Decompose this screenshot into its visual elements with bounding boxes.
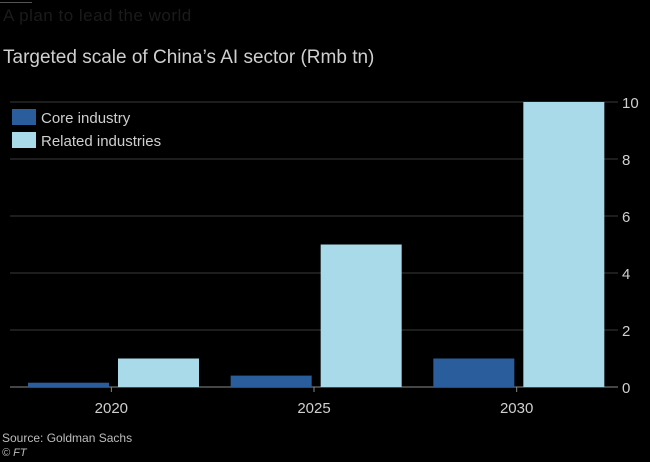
ft-credit: © FT [2,447,27,459]
legend-label-related: Related industries [41,133,161,150]
legend-label-core: Core industry [41,110,131,127]
y-tick-label: 0 [622,380,630,397]
legend-swatch-related [12,132,36,148]
top-rule [0,2,32,3]
legend-swatch-core [12,109,36,125]
bar-core-2030 [433,358,515,387]
y-axis-ticks: 0 2 4 6 8 10 [622,95,639,397]
x-axis-ticks: 2020 2025 2030 [95,387,533,417]
bar-related-2025 [320,244,402,387]
chart-headline: A plan to lead the world [3,6,192,25]
chart-title: Targeted scale of China’s AI sector (Rmb… [3,47,375,68]
source-note: Source: Goldman Sachs [2,431,133,445]
bar-related-2030 [523,102,605,387]
x-tick-label: 2030 [500,400,533,417]
bar-core-2025 [230,375,312,387]
x-tick-label: 2020 [95,400,128,417]
y-tick-label: 8 [622,152,630,169]
y-tick-label: 4 [622,266,630,283]
x-tick-label: 2025 [297,400,330,417]
y-tick-label: 6 [622,209,630,226]
bar-core-2020 [28,382,109,387]
y-tick-label: 2 [622,323,630,340]
bar-related-2020 [118,358,199,387]
legend: Core industry Related industries [12,109,161,150]
bars [28,102,605,387]
y-tick-label: 10 [622,95,639,112]
